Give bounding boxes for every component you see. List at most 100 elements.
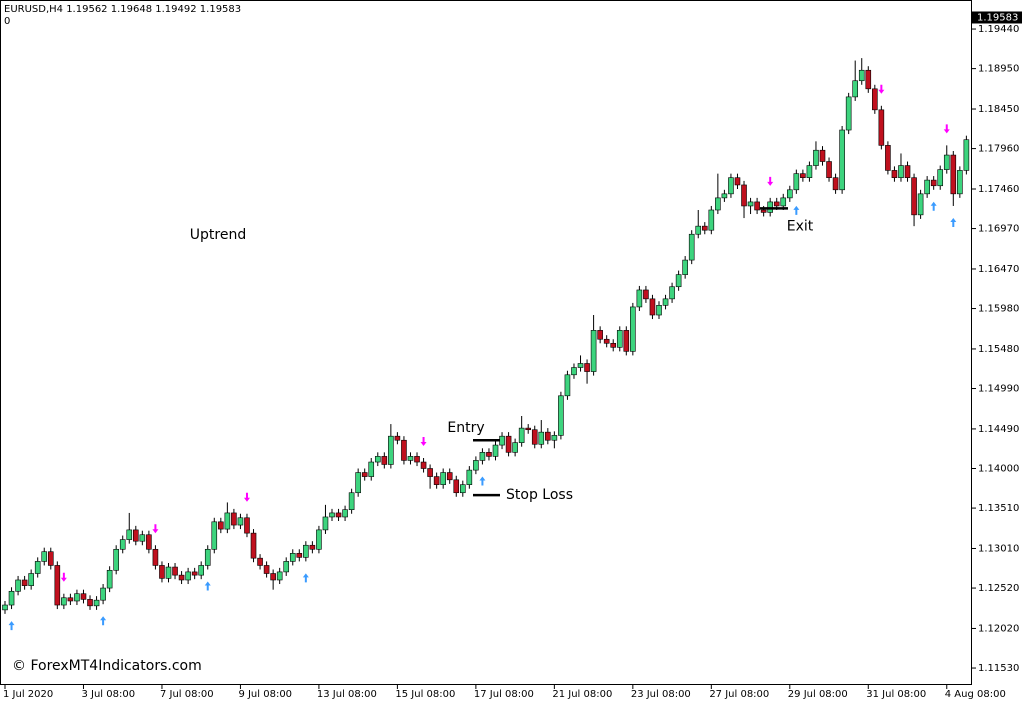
sell-arrow [943, 124, 950, 134]
candle-body [388, 435, 394, 465]
candle-body [15, 579, 21, 592]
candle-body [852, 80, 859, 98]
y-tick-label: 1.18450 [978, 104, 1019, 115]
candle-body [303, 544, 309, 558]
candle-body [283, 561, 290, 573]
candle-body [688, 233, 695, 261]
candle-body [728, 177, 734, 195]
candle-body [786, 189, 793, 199]
candle-body [309, 544, 316, 550]
candle-body [165, 566, 172, 579]
candle-body [348, 492, 355, 511]
candle-body [558, 395, 564, 436]
candle-body [198, 565, 204, 576]
candle-body [858, 69, 865, 82]
candle-body [747, 201, 754, 207]
candle-body [708, 209, 715, 231]
buy-arrow [793, 205, 800, 215]
candle-body [263, 565, 270, 574]
candle-body [577, 363, 584, 368]
candle-body [185, 571, 191, 581]
candle-body [806, 165, 813, 178]
candle-body [224, 512, 231, 530]
candle-body [218, 521, 224, 530]
candle-body [204, 548, 211, 566]
candle-body [54, 565, 61, 606]
indicator-value: 0 [4, 16, 10, 27]
x-tick-label: 7 Jul 08:00 [160, 689, 214, 700]
candle-body [597, 330, 603, 340]
candle-body [584, 363, 590, 372]
y-tick-label: 1.15980 [978, 304, 1019, 315]
candle-body [28, 573, 34, 586]
y-tick-label: 1.15480 [978, 344, 1019, 355]
candle-body [669, 286, 675, 300]
candle-body [8, 590, 15, 606]
candle-body [34, 561, 41, 574]
candle-body [643, 289, 649, 300]
buy-arrow [302, 573, 309, 583]
candle-body [826, 161, 832, 178]
x-tick-label: 17 Jul 08:00 [474, 689, 534, 700]
candle-body [610, 342, 617, 348]
candle-body [499, 435, 505, 446]
x-tick-label: 27 Jul 08:00 [709, 689, 769, 700]
candle-body [178, 574, 185, 581]
candle-body [512, 442, 518, 453]
candle-body [760, 209, 767, 213]
candle-body [440, 472, 446, 485]
candle-body [459, 484, 466, 494]
candle-body [466, 469, 473, 485]
candle-body [623, 330, 630, 352]
sell-arrow [60, 572, 67, 582]
candle-body [531, 429, 538, 445]
candle-body [67, 597, 74, 602]
x-tick-label: 31 Jul 08:00 [866, 689, 926, 700]
candle-body [146, 534, 152, 550]
candle-body [630, 306, 636, 352]
candle-body [329, 512, 335, 518]
price-label: 1.19583 [977, 12, 1018, 23]
candle-body [957, 170, 963, 195]
candle-body [950, 154, 957, 195]
candle-body [943, 154, 950, 170]
candle-body [963, 139, 970, 171]
y-tick-label: 1.14490 [978, 424, 1019, 435]
candle-body [407, 456, 414, 461]
sell-arrow [420, 437, 427, 446]
candle-body [911, 177, 917, 216]
y-tick-label: 1.17460 [978, 184, 1019, 195]
candle-body [734, 177, 741, 186]
chart-header: EURUSD,H4 1.19562 1.19648 1.19492 1.1958… [4, 4, 241, 15]
y-tick-label: 1.16470 [978, 264, 1019, 275]
buy-arrow [8, 621, 15, 631]
candle-body [420, 461, 427, 469]
y-tick-label: 1.12020 [978, 623, 1019, 634]
candle-body [551, 435, 558, 441]
candle-body [832, 177, 839, 191]
candle-body [695, 225, 702, 235]
candle-body [276, 571, 283, 581]
candle-body [113, 548, 119, 571]
y-tick-label: 1.18950 [978, 64, 1019, 75]
candle-body [813, 149, 819, 166]
candle-body [800, 173, 806, 178]
candle-body [616, 330, 623, 348]
y-tick-label: 1.13010 [978, 543, 1019, 554]
candle-body [237, 517, 244, 526]
candle-body [74, 593, 80, 602]
candle-body [394, 435, 401, 441]
candle-body [139, 534, 146, 542]
x-tick-label: 29 Jul 08:00 [788, 689, 848, 700]
candle-body [361, 472, 368, 477]
candle-body [47, 551, 54, 566]
candle-body [904, 165, 911, 178]
candle-body [898, 165, 904, 178]
candle-body [649, 298, 656, 316]
candle-body [819, 149, 826, 162]
candle-body [937, 169, 944, 187]
sell-arrow [152, 524, 159, 534]
candle-body [133, 529, 139, 542]
candle-body [479, 452, 486, 461]
candle-body [401, 439, 407, 461]
